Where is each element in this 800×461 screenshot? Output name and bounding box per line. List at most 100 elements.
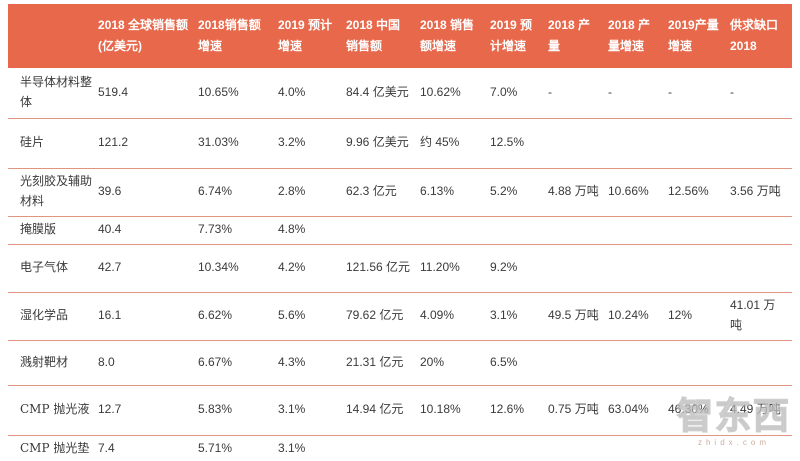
table-cell	[668, 216, 730, 245]
table-cell: 5.6%	[278, 292, 346, 341]
table-cell: -	[548, 68, 608, 119]
table-cell: 10.24%	[608, 292, 668, 341]
table-cell: 3.1%	[490, 292, 548, 341]
table-cell: 63.04%	[608, 385, 668, 436]
table-cell	[668, 244, 730, 293]
table-row: 溅射靶材 8.0 6.67% 4.3% 21.31 亿元 20% 6.5%	[8, 340, 792, 386]
table-cell: 14.94 亿元	[346, 385, 420, 436]
table-row: CMP 抛光垫 7.4 5.71% 3.1%	[8, 435, 792, 461]
table-cell: 10.34%	[198, 244, 278, 293]
table-cell: 11.20%	[420, 244, 490, 293]
table-cell: 12%	[668, 292, 730, 341]
row-label: CMP 抛光垫	[8, 435, 98, 461]
table-header: 2018 全球销售额(亿美元) 2018销售额增速 2019 预计增速 2018…	[8, 4, 792, 68]
table-cell	[420, 216, 490, 245]
table-cell: 7.0%	[490, 68, 548, 119]
row-label: 硅片	[8, 118, 98, 169]
table-cell: 519.4	[98, 68, 198, 119]
table-row: 半导体材料整体 519.4 10.65% 4.0% 84.4 亿美元 10.62% 7.0%…	[8, 68, 792, 119]
table-cell: 3.2%	[278, 118, 346, 169]
table-cell	[668, 435, 730, 461]
table-cell	[608, 244, 668, 293]
table-cell: 4.8%	[278, 216, 346, 245]
table-cell	[548, 435, 608, 461]
row-label: 湿化学品	[8, 292, 98, 341]
header-cell-global-forecast-growth: 2019 预计增速	[278, 18, 333, 53]
table-cell	[608, 118, 668, 169]
table-cell	[548, 216, 608, 245]
table-cell: 4.49 万吨	[730, 385, 792, 436]
table-cell: 4.09%	[420, 292, 490, 341]
table-cell: 9.96 亿美元	[346, 118, 420, 169]
table-cell	[346, 216, 420, 245]
table-cell	[548, 340, 608, 386]
table-cell: 3.56 万吨	[730, 168, 792, 217]
table-cell: 3.1%	[278, 385, 346, 436]
table-cell: 6.13%	[420, 168, 490, 217]
table-cell: 49.5 万吨	[548, 292, 608, 341]
table-cell: 12.7	[98, 385, 198, 436]
table-cell: 16.1	[98, 292, 198, 341]
table-cell	[730, 244, 792, 293]
table-cell: 4.2%	[278, 244, 346, 293]
table-cell: 121.56 亿元	[346, 244, 420, 293]
table-cell	[548, 244, 608, 293]
table-cell: 约 45%	[420, 118, 490, 169]
table-row: 光刻胶及辅助材料 39.6 6.74% 2.8% 62.3 亿元 6.13% 5.2% 4.8…	[8, 168, 792, 217]
row-label: 溅射靶材	[8, 340, 98, 386]
header-cell-china-forecast-growth: 2019 预计增速	[490, 18, 533, 53]
table-cell	[668, 118, 730, 169]
table-cell: 12.5%	[490, 118, 548, 169]
table-cell	[608, 216, 668, 245]
header-cell-output-growth-2019: 2019产量增速	[668, 18, 719, 53]
table-row: 湿化学品 16.1 6.62% 5.6% 79.62 亿元 4.09% 3.1% 49.5 万…	[8, 292, 792, 341]
table-cell: 40.4	[98, 216, 198, 245]
table-row: 掩膜版 40.4 7.73% 4.8%	[8, 216, 792, 245]
semiconductor-materials-table: 2018 全球销售额(亿美元) 2018销售额增速 2019 预计增速 2018…	[8, 4, 792, 461]
header-cell-output-growth-2018: 2018 产量增速	[608, 18, 651, 53]
table-cell: 42.7	[98, 244, 198, 293]
table-cell: 46.30%	[668, 385, 730, 436]
table-cell	[346, 435, 420, 461]
row-label: 光刻胶及辅助材料	[8, 168, 98, 217]
table-cell	[490, 435, 548, 461]
table-cell: 5.2%	[490, 168, 548, 217]
table-row: CMP 抛光液 12.7 5.83% 3.1% 14.94 亿元 10.18% 12.6% 0…	[8, 385, 792, 436]
table-cell: 2.8%	[278, 168, 346, 217]
table-cell: 5.83%	[198, 385, 278, 436]
header-row: 2018 全球销售额(亿美元) 2018销售额增速 2019 预计增速 2018…	[8, 4, 792, 68]
table-cell	[730, 118, 792, 169]
table-cell: 4.3%	[278, 340, 346, 386]
table-cell: 6.62%	[198, 292, 278, 341]
table-cell: 39.6	[98, 168, 198, 217]
table-cell: 6.5%	[490, 340, 548, 386]
table-cell: 5.71%	[198, 435, 278, 461]
table-cell: 20%	[420, 340, 490, 386]
table-cell: 41.01 万吨	[730, 292, 792, 341]
table-cell: 12.56%	[668, 168, 730, 217]
row-label: 掩膜版	[8, 216, 98, 245]
header-cell-china-sales: 2018 中国销售额	[346, 18, 401, 53]
table-cell	[608, 340, 668, 386]
table-cell: 7.4	[98, 435, 198, 461]
table-cell: 9.2%	[490, 244, 548, 293]
table-cell: 31.03%	[198, 118, 278, 169]
table-cell: 0.75 万吨	[548, 385, 608, 436]
table-cell: 10.65%	[198, 68, 278, 119]
table-cell: 6.74%	[198, 168, 278, 217]
header-cell-output-2018: 2018 产量	[548, 18, 591, 53]
table-body: 半导体材料整体 519.4 10.65% 4.0% 84.4 亿美元 10.62% 7.0%…	[8, 68, 792, 461]
header-cell-global-sales: 2018 全球销售额(亿美元)	[98, 18, 189, 53]
table-cell: -	[668, 68, 730, 119]
table-cell: 8.0	[98, 340, 198, 386]
table-cell: 79.62 亿元	[346, 292, 420, 341]
table-cell: 62.3 亿元	[346, 168, 420, 217]
table-cell	[730, 340, 792, 386]
table-cell	[730, 216, 792, 245]
table-cell: 10.62%	[420, 68, 490, 119]
table-cell: 21.31 亿元	[346, 340, 420, 386]
table-cell: -	[608, 68, 668, 119]
table-cell: 4.0%	[278, 68, 346, 119]
table-cell: 4.88 万吨	[548, 168, 608, 217]
